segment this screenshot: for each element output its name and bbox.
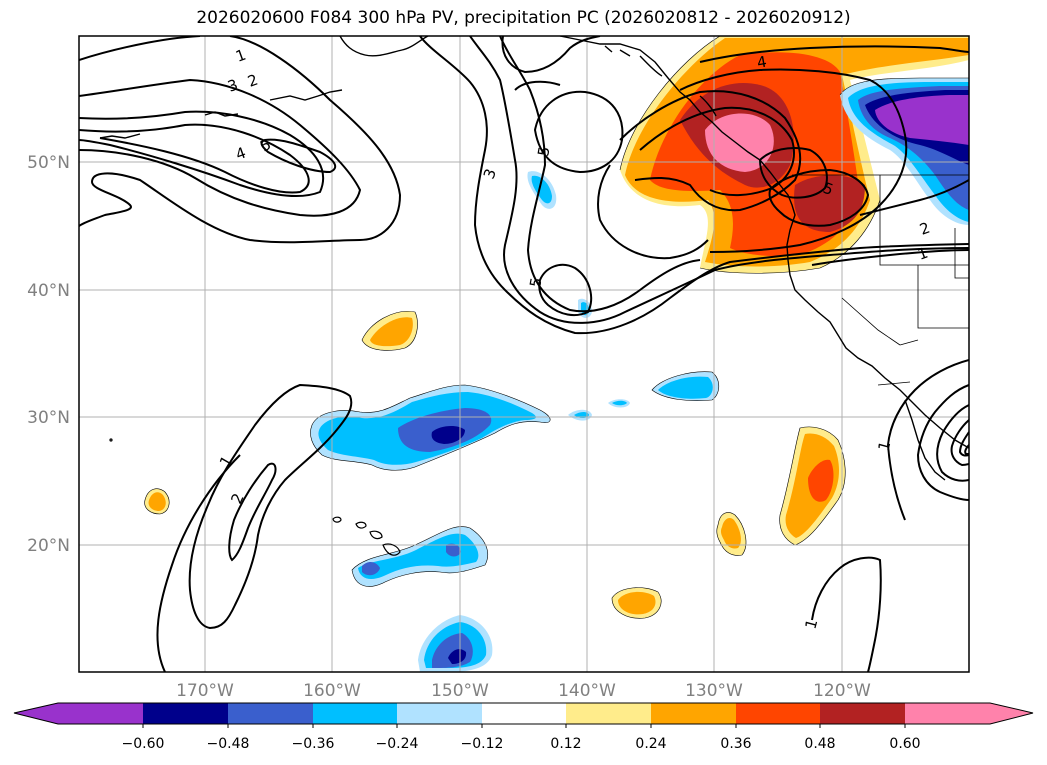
colorbar-segment — [397, 703, 482, 724]
colorbar-tick-label: 0.12 — [550, 736, 581, 752]
colorbar-tick-label: −0.48 — [207, 736, 250, 752]
lat-label: 20°N — [27, 536, 70, 556]
lat-label: 40°N — [27, 281, 70, 301]
contour-label: 5 — [534, 145, 553, 158]
colorbar-segment — [482, 703, 566, 724]
precip-negative-small — [531, 175, 552, 204]
lon-label: 140°W — [558, 681, 616, 701]
graticule — [79, 36, 969, 672]
map-frame — [78, 35, 970, 673]
lon-label: 150°W — [431, 681, 489, 701]
colorbar-extend-low — [14, 703, 58, 724]
colorbar-segment — [566, 703, 651, 724]
lon-label: 130°W — [685, 681, 743, 701]
lon-label: 160°W — [303, 681, 361, 701]
contour-label: 1 — [874, 439, 894, 453]
colorbar-labels: −0.60 −0.48 −0.36 −0.24 −0.12 0.12 0.24 … — [122, 736, 921, 752]
lon-label: 170°W — [176, 681, 234, 701]
precip-negative-ne — [875, 95, 969, 145]
colorbar-segment — [736, 703, 820, 724]
precip-positive-east — [808, 459, 834, 502]
latitude-labels: 50°N 40°N 30°N 20°N — [27, 153, 70, 556]
colorbar-segment — [313, 703, 397, 724]
colorbar-ticks — [142, 724, 906, 728]
map-title: 2026020600 F084 300 hPa PV, precipitatio… — [196, 8, 851, 28]
colorbar-segment — [905, 703, 990, 724]
lat-label: 50°N — [27, 153, 70, 173]
pv-contours — [79, 36, 969, 672]
colorbar-segment — [228, 703, 313, 724]
colorbar-tick-label: 0.24 — [635, 736, 666, 752]
colorbar-tick-label: −0.60 — [122, 736, 165, 752]
colorbar-tick-label: −0.36 — [292, 736, 335, 752]
hawaii-islands — [109, 438, 401, 556]
contour-label: 5 — [526, 276, 545, 289]
contour-label: 1 — [801, 617, 821, 631]
colorbar-segment — [820, 703, 905, 724]
precip-negative-band — [431, 426, 465, 444]
contour-label: 4 — [756, 53, 769, 72]
colorbar — [13, 702, 1034, 725]
precip-shading — [144, 36, 969, 672]
colorbar-tick-label: −0.24 — [376, 736, 419, 752]
lon-label: 120°W — [813, 681, 871, 701]
colorbar-tick-label: −0.12 — [461, 736, 504, 752]
coastline — [99, 36, 969, 481]
colorbar-segment — [58, 703, 143, 724]
precip-positive-blob — [370, 317, 413, 347]
lat-label: 30°N — [27, 408, 70, 428]
colorbar-segment — [651, 703, 736, 724]
colorbar-segment — [143, 703, 228, 724]
colorbar-extend-high — [990, 703, 1033, 724]
colorbar-tick-label: 0.48 — [804, 736, 835, 752]
map-area: 1 2 3 4 5 5 3 5 4 5 2 1 1 1 2 1 — [79, 36, 969, 672]
longitude-labels: 170°W 160°W 150°W 140°W 130°W 120°W — [176, 681, 871, 701]
colorbar-tick-label: 0.36 — [720, 736, 751, 752]
colorbar-tick-label: 0.60 — [889, 736, 920, 752]
